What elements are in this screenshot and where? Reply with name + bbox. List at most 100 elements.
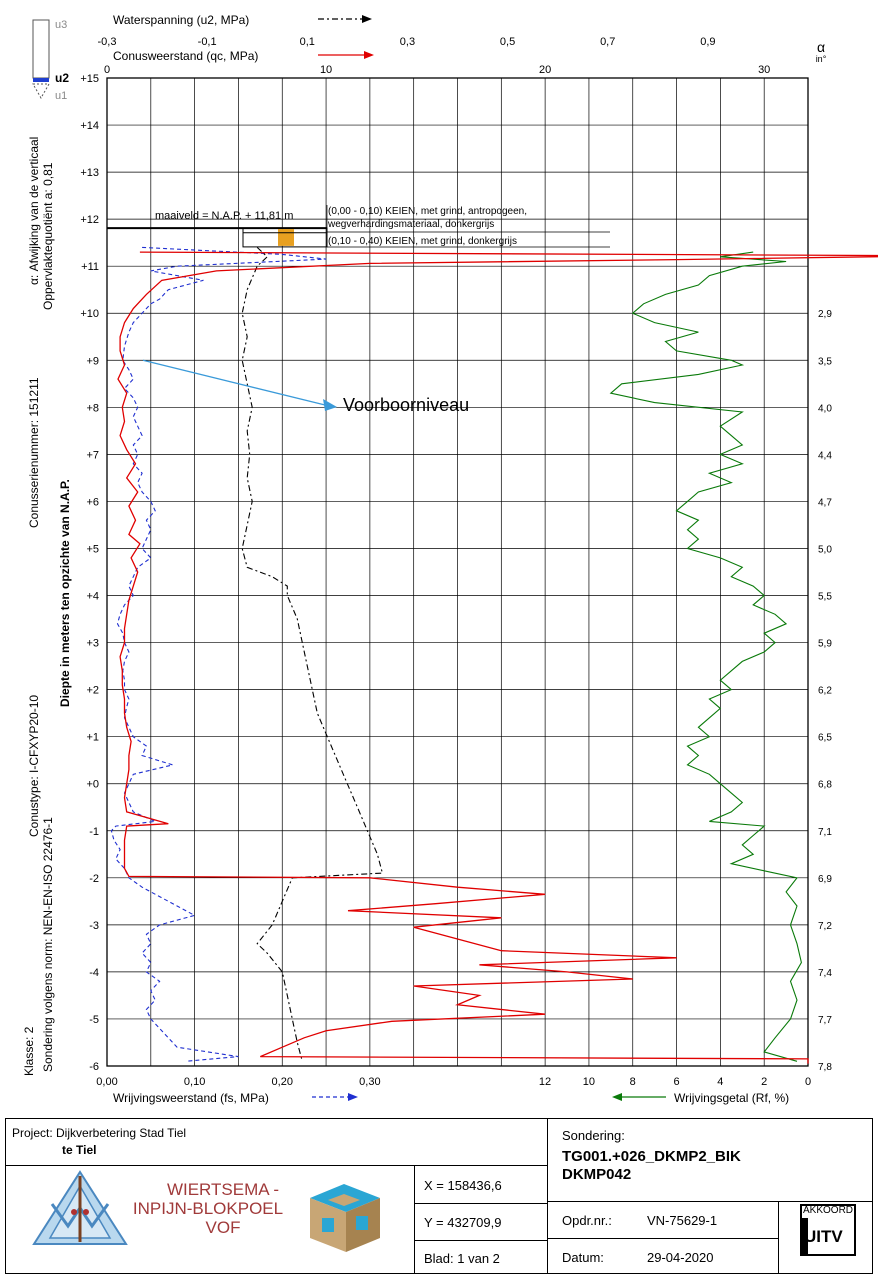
depth-tick-label: -1 [89, 826, 99, 838]
fs-tick-label: 0,30 [359, 1076, 380, 1088]
data-series [110, 246, 878, 1064]
depth-tick-label: -4 [89, 967, 99, 979]
depth-tick-label: +13 [80, 167, 99, 179]
alpha-tick-label: 7,7 [818, 1015, 832, 1026]
rf-tick-label: 4 [717, 1076, 723, 1088]
x-coordinate: X = 158436,6 [424, 1178, 502, 1193]
project-place: te Tiel [62, 1143, 97, 1157]
company-name-line3: VOF [205, 1218, 241, 1237]
qc-tick-label: 0 [104, 64, 110, 76]
deviation-label: α: Afwijking van de verticaal [27, 137, 41, 285]
depth-tick-label: +3 [86, 638, 99, 650]
u2-tick-label: 0,1 [300, 36, 315, 48]
rf-tick-label: 10 [583, 1076, 595, 1088]
alpha-tick-label: 4,0 [818, 403, 832, 414]
order-number: VN-75629-1 [647, 1213, 718, 1228]
alpha-tick-label: 6,2 [818, 686, 832, 697]
rf-tick-label: 0 [805, 1076, 811, 1088]
fs-tick-label: 0,00 [96, 1076, 117, 1088]
rf-axis-title: Wrijvingsgetal (Rf, %) [674, 1091, 789, 1105]
date-label: Datum: [562, 1250, 604, 1265]
alpha-tick-label: 3,5 [818, 356, 832, 367]
predrill-arrowhead [323, 399, 337, 411]
alpha-axis-unit: in° [816, 54, 827, 64]
company-logo [32, 1170, 128, 1245]
alpha-tick-label: 5,9 [818, 639, 832, 650]
qc-axis-title: Conusweerstand (qc, MPa) [113, 49, 258, 63]
u3-label: u3 [55, 19, 67, 31]
depth-tick-label: -5 [89, 1014, 99, 1026]
axis-ticks: +15 +14 +13 +12 +11 +10 +9 +8 +7 +6 +5 +4 +3 +2 +1 +0 -1… [80, 36, 832, 1088]
plot-frame [106, 77, 809, 1067]
sheet-number: Blad: 1 van 2 [424, 1251, 500, 1266]
u2-line [241, 246, 384, 1062]
project-label: Project: Dijkverbetering Stad Tiel [12, 1126, 187, 1140]
predrill-arrow-line [142, 359, 326, 406]
u2-tick-label: 0,7 [600, 36, 615, 48]
cone-type-label: Conustype: I-CFXYP20-10 [27, 695, 41, 837]
alpha-tick-label: 7,2 [818, 921, 832, 932]
alpha-axis-label: α [817, 39, 825, 55]
qc-line [117, 251, 878, 1064]
depth-tick-label: +0 [86, 779, 99, 791]
qc-legend-line [318, 51, 374, 59]
company-name-line1: WIERTSEMA - [166, 1180, 280, 1199]
rf-tick-label: 12 [539, 1076, 551, 1088]
u2-tick-label: -0,3 [98, 36, 117, 48]
alpha-tick-label: 4,7 [818, 497, 832, 508]
rf-legend-line [612, 1093, 666, 1101]
fs-tick-label: 0,10 [184, 1076, 205, 1088]
u2-tick-label: -0,1 [198, 36, 217, 48]
predrill-label: Voorboorniveau [343, 395, 469, 415]
depth-tick-label: +11 [81, 261, 99, 273]
u2-tick-label: 0,9 [700, 36, 715, 48]
partner-logo [310, 1184, 380, 1252]
depth-tick-label: -3 [89, 920, 99, 932]
alpha-tick-label: 6,5 [818, 733, 832, 744]
depth-axis-title: Diepte in meters ten opzichte van N.A.P. [58, 479, 72, 707]
rf-tick-label: 8 [630, 1076, 636, 1088]
layer1-line1: (0,00 - 0,10) KEIEN, met grind, antropog… [328, 206, 527, 217]
fs-tick-label: 0,20 [272, 1076, 293, 1088]
qc-tick-label: 30 [758, 64, 770, 76]
rf-tick-label: 6 [673, 1076, 679, 1088]
cone-icon: u3 u2 u1 [32, 19, 69, 102]
depth-tick-label: +2 [86, 685, 99, 697]
serial-label: Conusserienummer: 151211 [27, 377, 41, 528]
depth-tick-label: +15 [80, 73, 99, 85]
depth-tick-label: +5 [86, 543, 99, 555]
norm-label: Sondering volgens norm: NEN-EN-ISO 22476… [41, 817, 55, 1072]
gravel-symbol [278, 229, 294, 246]
depth-tick-label: +4 [86, 591, 99, 603]
sondering-label: Sondering: [562, 1128, 625, 1143]
order-label: Opdr.nr.: [562, 1213, 612, 1228]
depth-tick-label: +10 [80, 308, 99, 320]
company-name-line2: INPIJN-BLOKPOEL [132, 1199, 284, 1218]
class-label: Klasse: 2 [22, 1026, 36, 1076]
surface-level-label: maaiveld = N.A.P. + 11,81 m [155, 210, 293, 222]
layer1-line2: wegverhardingsmateriaal, donkergrijs [327, 219, 494, 230]
rf-line [609, 251, 802, 1062]
alpha-tick-label: 7,1 [818, 827, 832, 838]
u2-legend-line [318, 15, 372, 23]
sondering-id-1: TG001.+026_DKMP2_BIK [562, 1148, 741, 1165]
depth-tick-label: +12 [80, 214, 99, 226]
fs-legend-line [312, 1093, 358, 1101]
depth-tick-label: +6 [86, 496, 99, 508]
date-cell [547, 1238, 779, 1274]
depth-tick-label: +8 [86, 402, 99, 414]
depth-tick-label: +1 [86, 732, 99, 744]
depth-tick-label: -2 [89, 873, 99, 885]
u2-tick-label: 0,3 [400, 36, 415, 48]
alpha-tick-label: 4,4 [818, 450, 832, 461]
u2-tick-label: 0,5 [500, 36, 515, 48]
alpha-tick-label: 6,8 [818, 780, 832, 791]
cpt-chart: +15 +14 +13 +12 +11 +10 +9 +8 +7 +6 +5 +4 +3 +2 +1 +0 -1… [22, 13, 878, 1105]
area-ratio-label: Oppervlaktequotiënt a: 0,81 [41, 162, 55, 310]
rf-tick-label: 2 [761, 1076, 767, 1088]
depth-tick-label: +14 [80, 120, 99, 132]
stamp-top-text: AKKOORD [803, 1205, 854, 1216]
fs-axis-title: Wrijvingsweerstand (fs, MPa) [113, 1091, 269, 1105]
alpha-tick-label: 7,8 [818, 1062, 832, 1073]
alpha-tick-label: 7,4 [818, 968, 832, 979]
